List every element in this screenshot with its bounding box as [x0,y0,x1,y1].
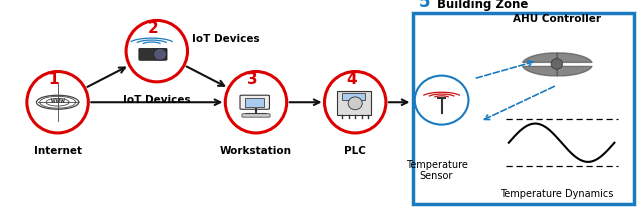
Text: Building Zone: Building Zone [437,0,529,11]
Text: Temperature Dynamics: Temperature Dynamics [500,189,614,199]
FancyBboxPatch shape [342,93,365,100]
Text: Workstation: Workstation [220,146,292,156]
Text: IoT Devices: IoT Devices [123,95,191,105]
FancyBboxPatch shape [245,98,264,107]
Text: 2: 2 [148,21,159,36]
FancyBboxPatch shape [240,95,269,109]
Text: 3: 3 [247,72,257,87]
FancyBboxPatch shape [139,48,167,60]
Ellipse shape [551,59,563,69]
FancyBboxPatch shape [242,114,270,117]
Text: 5: 5 [419,0,431,11]
Bar [413,13,634,204]
Text: www: www [51,96,65,105]
Text: 4: 4 [346,72,356,87]
FancyBboxPatch shape [337,91,371,115]
Text: 1: 1 [49,72,59,87]
Text: IoT Devices: IoT Devices [192,35,260,44]
Ellipse shape [154,49,166,60]
Text: PLC: PLC [344,146,366,156]
Text: AHU Controller: AHU Controller [513,14,601,24]
Ellipse shape [348,97,362,110]
Text: Internet: Internet [33,146,82,156]
Text: Temperature
Sensor: Temperature Sensor [406,160,467,181]
